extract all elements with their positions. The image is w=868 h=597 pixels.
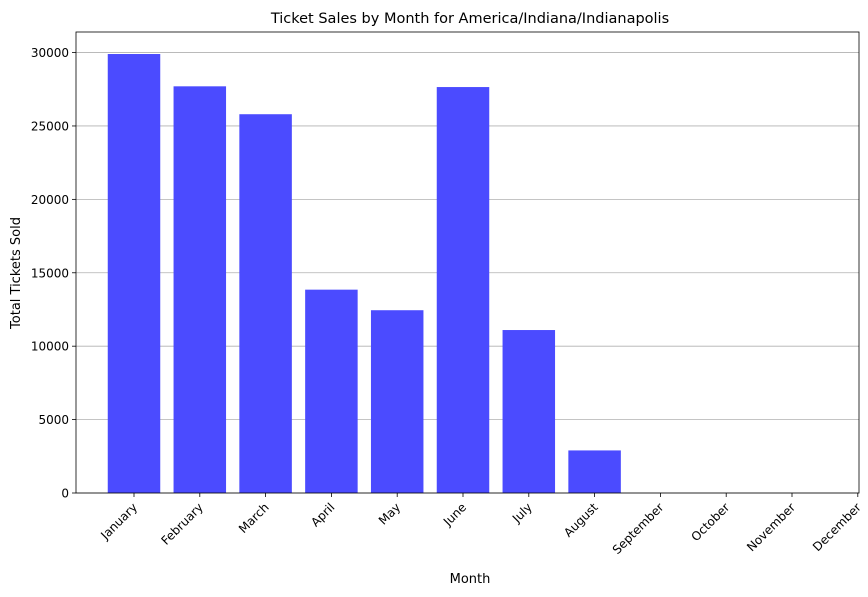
y-tick-label: 10000 — [31, 340, 69, 354]
bar — [370, 310, 424, 493]
y-tick-label: 5000 — [38, 413, 69, 427]
bar — [239, 114, 292, 494]
chart-title: Ticket Sales by Month for America/Indian… — [270, 11, 669, 27]
y-ticks: 0 5000 10000 15000 20000 25000 30000 — [31, 46, 76, 501]
bars — [107, 54, 621, 494]
bar — [568, 450, 621, 493]
y-tick-label: 20000 — [31, 193, 69, 207]
y-tick-label: 15000 — [31, 266, 69, 280]
x-axis-label: Month — [450, 572, 491, 587]
plot-frame — [75, 31, 860, 494]
axes — [75, 31, 860, 494]
bar — [436, 87, 490, 494]
bar — [502, 330, 556, 493]
bar — [107, 54, 161, 494]
y-tick-label: 0 — [61, 487, 69, 501]
y-tick-label: 25000 — [31, 119, 69, 133]
y-axis-label: Total Tickets Sold — [9, 217, 24, 330]
bar — [305, 289, 358, 493]
y-tick-label: 30000 — [31, 46, 69, 60]
bar — [173, 86, 227, 493]
